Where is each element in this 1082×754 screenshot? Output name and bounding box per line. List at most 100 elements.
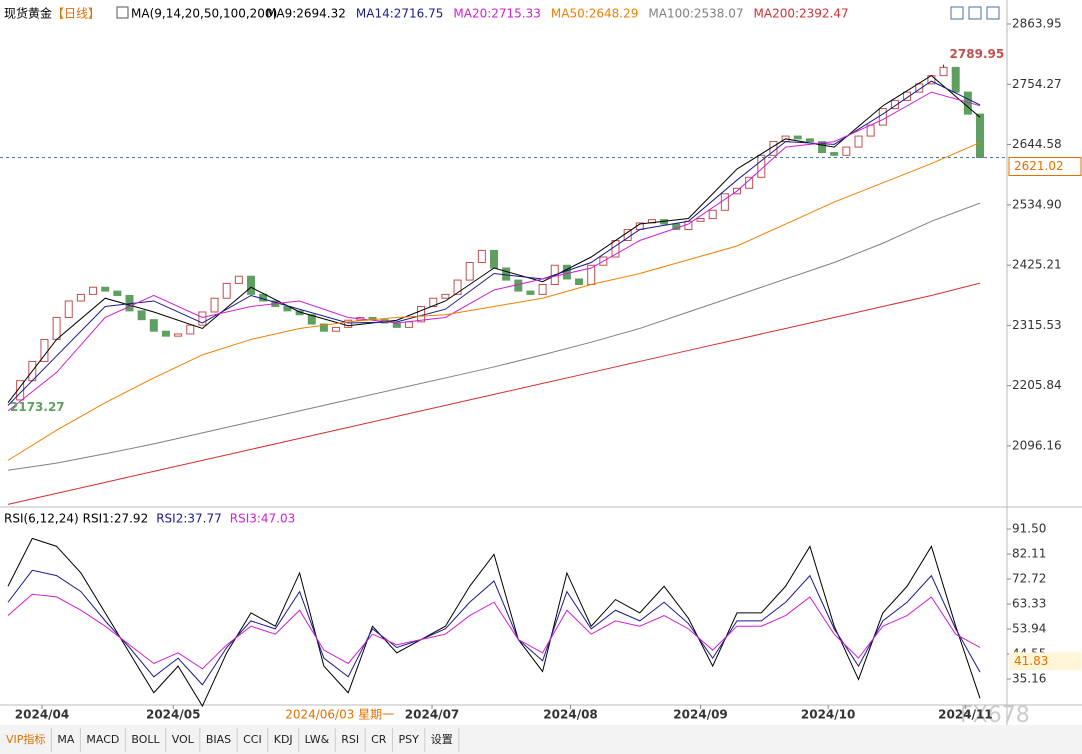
ma-label: MA(9,14,20,50,100,200) — [131, 7, 277, 21]
candle-body — [76, 293, 85, 302]
candle-body — [332, 326, 341, 332]
x-tick-label: 2024/07 — [405, 708, 459, 722]
toolbar-button[interactable]: MA — [57, 733, 74, 746]
x-tick-label: 2024/11 — [938, 708, 992, 722]
candle-body — [562, 264, 571, 280]
candle-body — [392, 322, 401, 328]
icon[interactable] — [950, 6, 964, 20]
rsi-line — [7, 593, 981, 670]
candle-body — [307, 314, 316, 325]
candle-body — [915, 83, 924, 93]
candle-body — [939, 66, 948, 77]
candle-body — [283, 305, 292, 312]
candle-body — [234, 275, 243, 284]
candle-body — [465, 262, 474, 281]
rsi-line — [7, 569, 981, 686]
candle-body — [101, 286, 110, 292]
candle-body — [793, 135, 802, 140]
candle-body — [538, 283, 547, 295]
rsi-marker-box — [1009, 652, 1081, 671]
candle-body — [429, 297, 438, 307]
ma-line — [7, 282, 981, 505]
y-tick-label: 63.33 — [1012, 597, 1046, 611]
icon[interactable] — [986, 6, 1000, 20]
candle-body — [441, 293, 450, 299]
candle-body — [514, 279, 523, 292]
y-tick-label: 2315.53 — [1012, 318, 1062, 332]
ma-icon[interactable] — [116, 6, 129, 19]
icon[interactable] — [968, 6, 982, 20]
rsi-line — [7, 537, 981, 708]
y-tick-label: 2863.95 — [1012, 16, 1062, 30]
toolbar-button[interactable]: BOLL — [131, 733, 160, 746]
ma-line — [7, 202, 981, 471]
y-tick-label: 2205.84 — [1012, 378, 1062, 392]
toolbar-bg — [0, 725, 1082, 754]
candle-body — [186, 324, 195, 335]
toolbar-button[interactable]: BIAS — [206, 733, 231, 746]
window-icons[interactable] — [950, 6, 1000, 20]
cursor-date-label: 2024/06/03 星期一 — [285, 708, 394, 722]
candle-body — [830, 152, 839, 156]
toolbar-button[interactable]: KDJ — [274, 733, 293, 746]
toolbar-button[interactable]: VOL — [172, 733, 195, 746]
toolbar-button[interactable]: LW& — [305, 733, 330, 746]
rsi-marker-label: 41.83 — [1014, 654, 1048, 668]
y-tick-label: 91.50 — [1012, 522, 1046, 536]
y-tick-label: 72.72 — [1012, 572, 1046, 586]
candle-body — [137, 310, 146, 321]
candle-body — [198, 311, 207, 326]
candle-body — [453, 279, 462, 295]
legend-entry: RSI1:27.92 — [83, 512, 149, 526]
candle-body — [526, 290, 535, 295]
candle-body — [818, 141, 827, 154]
toolbar-button[interactable]: 设置 — [431, 733, 453, 746]
toolbar-button[interactable]: CR — [371, 733, 387, 746]
toolbar-button[interactable]: RSI — [341, 733, 359, 746]
x-tick-label: 2024/05 — [146, 708, 200, 722]
high-label: 2789.95 — [950, 47, 1005, 61]
legend-entry: MA100:2538.07 — [648, 7, 743, 21]
candle-body — [16, 380, 25, 401]
ma-line — [7, 75, 981, 403]
current-price-box — [1008, 157, 1082, 177]
candle-body — [490, 249, 498, 269]
y-tick-label: 35.16 — [1012, 672, 1046, 686]
candle-body — [344, 319, 353, 328]
candle-body — [52, 316, 61, 340]
candle-body — [708, 209, 717, 220]
candle-body — [575, 278, 584, 285]
rsi-title: RSI(6,12,24) — [4, 512, 79, 526]
cursor-date-box — [284, 706, 395, 724]
candle-body — [842, 146, 851, 156]
y-tick-label: 53.94 — [1012, 622, 1046, 636]
x-tick-label: 2024/04 — [15, 708, 69, 722]
candle-body — [404, 321, 413, 328]
candle-body — [113, 290, 122, 296]
x-tick-label: 2024/08 — [543, 708, 597, 722]
x-tick-label: 2024/09 — [673, 708, 727, 722]
instrument-title: 现货黄金 — [4, 6, 52, 21]
candle-body — [903, 91, 912, 101]
legend-entry: MA20:2715.33 — [453, 7, 541, 21]
toolbar-button[interactable]: CCI — [243, 733, 262, 746]
toolbar-button[interactable]: MACD — [86, 733, 119, 746]
toolbar-button[interactable]: PSY — [398, 733, 419, 746]
candle-body — [149, 319, 158, 332]
candle-body — [696, 218, 705, 222]
ma-line — [7, 142, 981, 461]
candle-body — [976, 113, 984, 159]
legend-entry: MA14:2716.75 — [356, 7, 444, 21]
candle-body — [161, 330, 170, 337]
low-label: 2173.27 — [10, 400, 65, 414]
candle-body — [247, 275, 255, 295]
candle-body — [210, 297, 219, 313]
candle-body — [951, 66, 960, 93]
y-tick-label: 2754.27 — [1012, 77, 1062, 91]
candle-body — [319, 323, 328, 332]
legend-entry: MA200:2392.47 — [754, 7, 849, 21]
candle-body — [174, 333, 183, 337]
toolbar-button[interactable]: VIP指标 — [6, 732, 45, 746]
